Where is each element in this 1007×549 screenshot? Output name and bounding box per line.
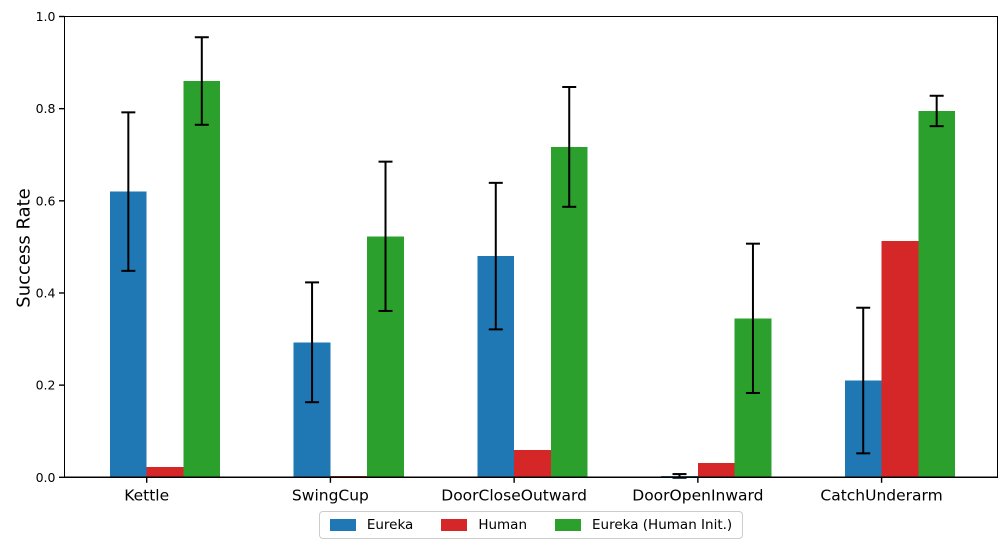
y-tick-label-1.0: 1.0 (36, 9, 56, 24)
y-tick-label-0.4: 0.4 (36, 285, 56, 300)
x-tick-label-dooropeninward: DoorOpenInward (632, 486, 763, 504)
bar-eureka-human-init-catchunderarm (918, 111, 955, 478)
x-tick-label-catchunderarm: CatchUnderarm (820, 486, 942, 504)
bar-eureka-human-init-kettle (183, 81, 221, 478)
legend-item-eureka-human-init: Eureka (Human Init.) (555, 517, 732, 533)
x-tick-label-swingcup: SwingCup (292, 486, 369, 504)
legend-swatch-eureka-human-init (555, 519, 581, 531)
y-tick-label-0.0: 0.0 (36, 470, 56, 485)
y-tick-label-0.2: 0.2 (36, 378, 56, 393)
legend-swatch-human (441, 519, 468, 531)
bar-human-swingcup (330, 475, 368, 478)
legend: Eureka Human Eureka (Human Init.) (64, 511, 998, 539)
x-tick-label-doorcloseoutward: DoorCloseOutward (441, 486, 587, 504)
legend-swatch-eureka (329, 519, 356, 531)
legend-item-human: Human (441, 517, 527, 533)
legend-item-eureka: Eureka (329, 517, 414, 533)
legend-label-eureka: Eureka (366, 517, 414, 533)
axes-box (63, 15, 999, 478)
y-tick-label-0.8: 0.8 (36, 101, 56, 116)
legend-label-eureka-human-init: Eureka (Human Init.) (592, 517, 733, 533)
legend-label-human: Human (478, 517, 527, 533)
bar-human-dooropeninward (697, 463, 735, 478)
x-tick-label-kettle: Kettle (124, 486, 169, 504)
y-axis-label: Success Rate (13, 188, 35, 308)
y-tick-label-0.6: 0.6 (36, 193, 56, 208)
legend-box: Eureka Human Eureka (Human Init.) (318, 511, 744, 539)
bar-human-kettle (146, 467, 184, 478)
bar-human-doorcloseoutward (514, 450, 551, 478)
bar-human-catchunderarm (881, 240, 919, 478)
